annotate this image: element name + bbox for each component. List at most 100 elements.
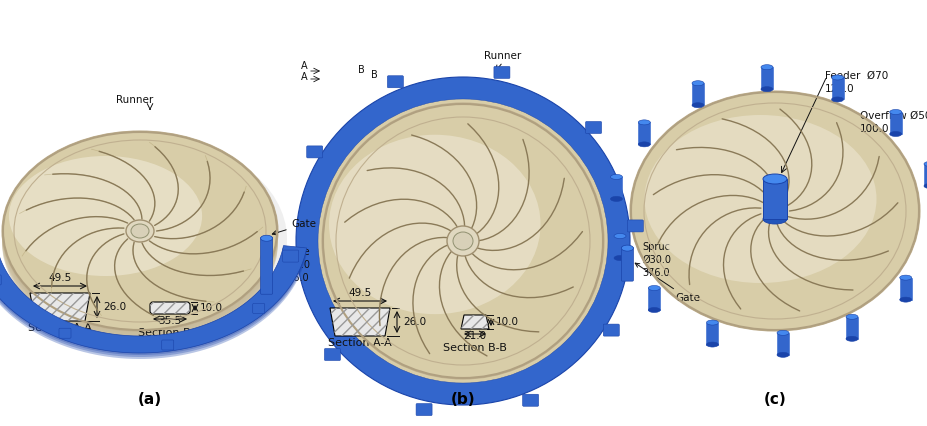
Ellipse shape (2, 140, 278, 340)
Ellipse shape (846, 314, 858, 320)
Ellipse shape (761, 86, 773, 92)
Bar (761, 67, 773, 89)
Ellipse shape (846, 336, 858, 341)
Ellipse shape (2, 131, 278, 331)
Text: Feeder  Ø70
120.0: Feeder Ø70 120.0 (825, 71, 888, 94)
Bar (846, 317, 858, 339)
Ellipse shape (2, 134, 278, 334)
Text: Section A-A: Section A-A (328, 338, 392, 348)
Ellipse shape (763, 214, 787, 224)
Bar (900, 278, 912, 299)
Ellipse shape (706, 342, 718, 347)
Bar (692, 83, 704, 105)
FancyBboxPatch shape (260, 237, 273, 294)
FancyBboxPatch shape (628, 220, 643, 232)
Ellipse shape (614, 233, 626, 239)
Ellipse shape (2, 132, 278, 332)
FancyBboxPatch shape (150, 302, 190, 314)
Ellipse shape (611, 174, 622, 179)
Ellipse shape (2, 137, 278, 337)
Polygon shape (330, 308, 390, 336)
Ellipse shape (777, 352, 789, 357)
Text: 49.5: 49.5 (349, 288, 372, 298)
Text: B: B (124, 338, 131, 348)
Text: B: B (114, 335, 121, 345)
Ellipse shape (329, 135, 540, 314)
Text: 10.0: 10.0 (496, 317, 519, 327)
Ellipse shape (2, 142, 278, 342)
Ellipse shape (5, 138, 287, 340)
Bar (832, 78, 844, 99)
Text: Spruc
Ø30.0
376.0: Spruc Ø30.0 376.0 (642, 242, 671, 278)
Bar (777, 333, 789, 355)
FancyBboxPatch shape (523, 394, 539, 406)
Ellipse shape (761, 65, 773, 70)
Ellipse shape (644, 115, 877, 283)
Text: Gate: Gate (273, 219, 317, 235)
Ellipse shape (639, 142, 650, 147)
FancyBboxPatch shape (603, 324, 619, 336)
Ellipse shape (2, 141, 278, 341)
Ellipse shape (639, 120, 650, 125)
Bar (890, 112, 902, 134)
Ellipse shape (2, 136, 278, 336)
Ellipse shape (648, 285, 660, 291)
Ellipse shape (692, 103, 704, 108)
Ellipse shape (322, 103, 604, 379)
Text: Runner: Runner (117, 95, 154, 105)
Bar (614, 236, 626, 258)
Text: A: A (4, 296, 10, 306)
Text: 26.0: 26.0 (103, 302, 126, 312)
Ellipse shape (648, 308, 660, 313)
Ellipse shape (614, 256, 626, 261)
Ellipse shape (706, 320, 718, 325)
Text: A: A (4, 286, 10, 296)
FancyBboxPatch shape (416, 403, 432, 416)
Text: (b): (b) (451, 392, 476, 407)
FancyBboxPatch shape (59, 328, 71, 338)
Ellipse shape (9, 156, 202, 276)
Text: Sprue
Ø30.0
376.0: Sprue Ø30.0 376.0 (282, 247, 311, 283)
Bar (611, 177, 622, 199)
Ellipse shape (2, 139, 278, 339)
Ellipse shape (890, 132, 902, 136)
Bar (924, 164, 927, 186)
Text: (c): (c) (764, 392, 786, 407)
Ellipse shape (2, 135, 278, 335)
FancyBboxPatch shape (0, 275, 1, 285)
FancyBboxPatch shape (494, 66, 510, 78)
FancyBboxPatch shape (253, 303, 265, 314)
Ellipse shape (890, 109, 902, 115)
Ellipse shape (453, 232, 473, 250)
Text: 21.0: 21.0 (464, 331, 487, 341)
Ellipse shape (260, 235, 273, 241)
FancyBboxPatch shape (161, 340, 173, 350)
Ellipse shape (900, 275, 912, 280)
Text: A: A (301, 61, 308, 71)
Ellipse shape (2, 143, 278, 343)
FancyBboxPatch shape (387, 76, 403, 88)
Text: Runner: Runner (485, 51, 522, 61)
FancyBboxPatch shape (307, 146, 323, 158)
Ellipse shape (832, 75, 844, 80)
Polygon shape (0, 240, 307, 353)
Text: Gate: Gate (635, 263, 700, 303)
Text: Section B-B: Section B-B (138, 328, 202, 338)
Bar (639, 122, 650, 144)
Ellipse shape (318, 99, 608, 383)
Bar (706, 322, 718, 345)
Ellipse shape (924, 161, 927, 167)
Ellipse shape (777, 330, 789, 335)
Text: 49.5: 49.5 (48, 273, 71, 283)
Ellipse shape (832, 97, 844, 102)
Ellipse shape (630, 91, 920, 331)
Polygon shape (0, 246, 307, 359)
Text: Section A-A: Section A-A (28, 323, 92, 333)
Ellipse shape (126, 220, 154, 242)
Ellipse shape (763, 174, 787, 184)
FancyBboxPatch shape (621, 247, 633, 281)
Text: B: B (371, 70, 377, 80)
Text: 26.0: 26.0 (403, 317, 426, 327)
Ellipse shape (296, 77, 630, 405)
Ellipse shape (611, 196, 622, 201)
